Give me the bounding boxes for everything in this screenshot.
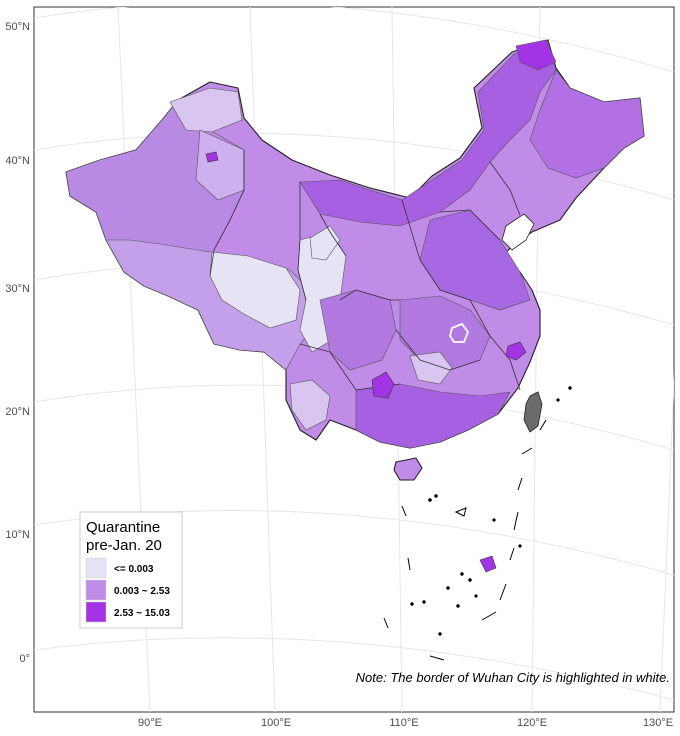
southwest-light-patch: [289, 379, 331, 431]
tibet-light-patch: [209, 251, 301, 329]
high-area-island: [479, 555, 497, 573]
high-area-east-coast: [505, 341, 527, 361]
xinjiang-east: [195, 129, 245, 201]
south-sea-islands: [383, 386, 572, 661]
y-tick-10n: 10°N: [5, 529, 30, 541]
taiwan-island: [523, 391, 543, 433]
x-tick-130e: 130°E: [643, 717, 673, 729]
x-tick-90e: 90°E: [138, 717, 162, 729]
y-tick-20n: 20°N: [5, 406, 30, 418]
northeast-dark-tip: [515, 39, 557, 71]
x-tick-120e: 120°E: [517, 717, 547, 729]
x-tick-110e: 110°E: [389, 717, 418, 729]
y-tick-30n: 30°N: [5, 283, 30, 295]
x-tick-100e: 100°E: [261, 717, 291, 729]
high-value-areas: [205, 151, 527, 573]
gansu-light: [309, 225, 341, 261]
legend: Quarantine pre-Jan. 20 <= 0.003 0.003 ~ …: [79, 511, 183, 629]
legend-title-line1: Quarantine: [86, 519, 160, 536]
map-note: Note: The border of Wuhan City is highli…: [356, 670, 670, 685]
region-shading: [65, 39, 645, 449]
legend-swatch-mid: [85, 579, 107, 601]
wuhan-city-border: [449, 322, 470, 343]
y-tick-50n: 50°N: [5, 21, 30, 33]
bohai-sea: [501, 213, 535, 251]
y-tick-40n: 40°N: [5, 155, 30, 167]
high-area-xinjiang: [205, 151, 219, 163]
legend-swatch-low: [85, 557, 107, 579]
y-axis-labels: 50°N 40°N 30°N 20°N 10°N 0°: [5, 21, 30, 665]
south-region: [355, 383, 511, 449]
x-axis-labels: 90°E 100°E 110°E 120°E 130°E: [138, 717, 673, 729]
heilongjiang-region: [529, 69, 645, 179]
legend-swatch-high: [85, 601, 107, 623]
legend-label-high: 2.53 ~ 15.03: [114, 608, 170, 619]
legend-label-mid: 0.003 ~ 2.53: [114, 586, 170, 597]
y-tick-0: 0°: [19, 653, 30, 665]
high-area-southwest: [371, 371, 395, 399]
hainan-island: [393, 457, 423, 481]
legend-title-line2: pre-Jan. 20: [86, 537, 162, 554]
legend-label-low: <= 0.003: [114, 564, 154, 575]
internal-borders: [209, 150, 521, 391]
xinjiang-north-light: [169, 87, 243, 133]
